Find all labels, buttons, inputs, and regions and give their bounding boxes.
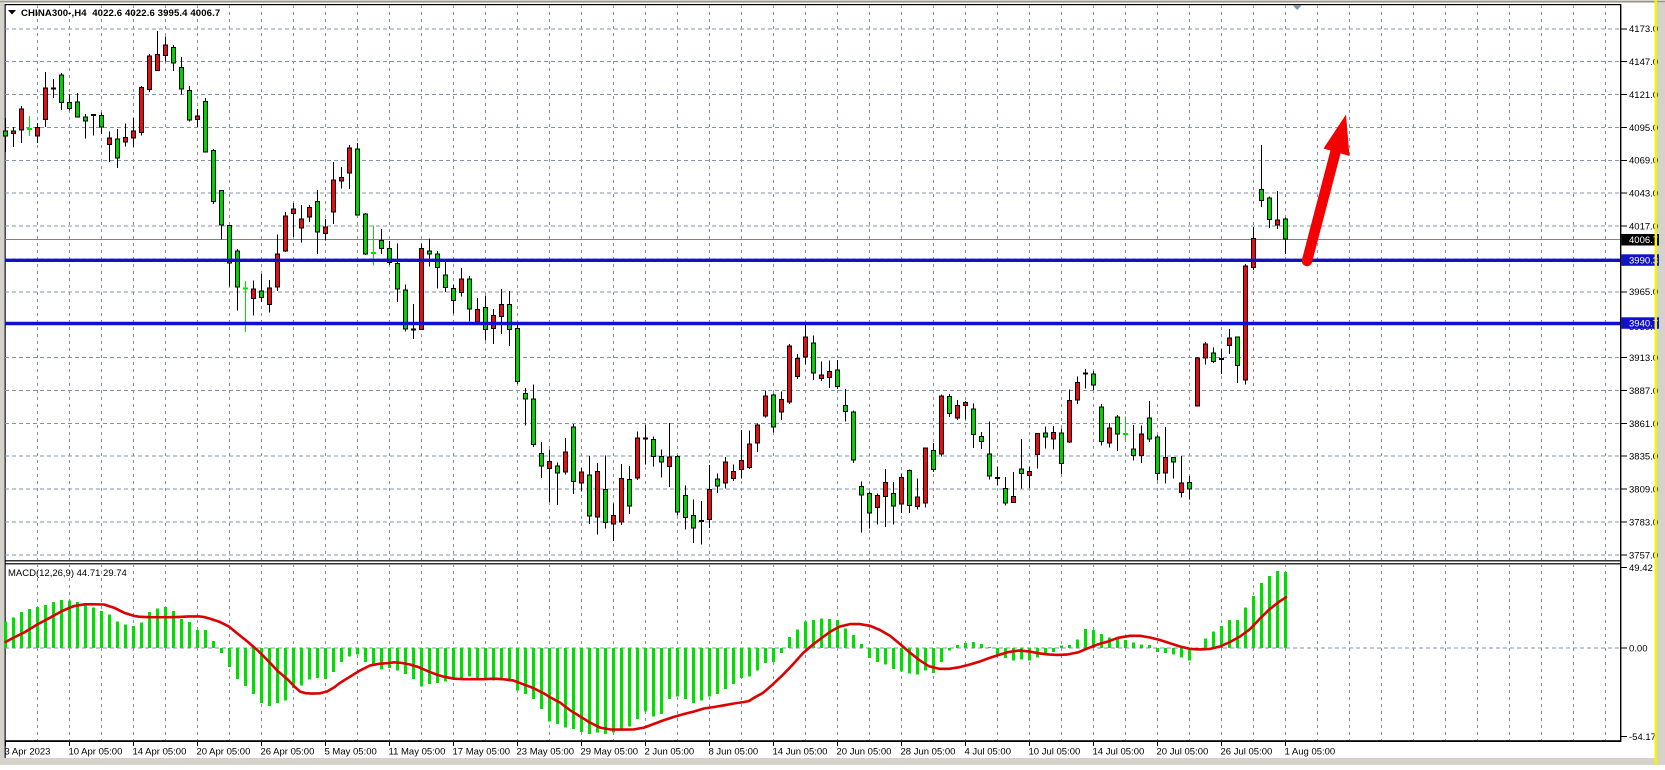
svg-text:3965.0: 3965.0: [1629, 287, 1658, 298]
svg-text:4006.7: 4006.7: [1629, 235, 1658, 246]
svg-text:20 Apr 05:00: 20 Apr 05:00: [197, 747, 251, 758]
svg-text:MACD(12,26,9) 44.71 29.74: MACD(12,26,9) 44.71 29.74: [8, 568, 127, 579]
svg-text:4173.0: 4173.0: [1629, 24, 1658, 35]
svg-text:8 Jun 05:00: 8 Jun 05:00: [709, 747, 759, 758]
svg-text:0.00: 0.00: [1629, 643, 1648, 654]
svg-text:3757.0: 3757.0: [1629, 550, 1658, 561]
svg-text:3913.0: 3913.0: [1629, 353, 1658, 364]
svg-text:1 Aug 05:00: 1 Aug 05:00: [1285, 747, 1336, 758]
svg-text:23 May 05:00: 23 May 05:00: [517, 747, 575, 758]
svg-text:4 Jul 05:00: 4 Jul 05:00: [965, 747, 1011, 758]
svg-text:3783.0: 3783.0: [1629, 517, 1658, 528]
svg-text:4017.0: 4017.0: [1629, 222, 1658, 233]
svg-text:3809.0: 3809.0: [1629, 485, 1658, 496]
svg-text:3861.0: 3861.0: [1629, 419, 1658, 430]
svg-text:3940.7: 3940.7: [1629, 319, 1658, 330]
svg-text:3887.0: 3887.0: [1629, 386, 1658, 397]
svg-text:4121.0: 4121.0: [1629, 90, 1658, 101]
svg-text:4095.0: 4095.0: [1629, 123, 1658, 134]
svg-text:3835.0: 3835.0: [1629, 452, 1658, 463]
svg-text:20 Jul 05:00: 20 Jul 05:00: [1157, 747, 1209, 758]
svg-text:17 May 05:00: 17 May 05:00: [453, 747, 511, 758]
svg-text:20 Jun 05:00: 20 Jun 05:00: [837, 747, 892, 758]
svg-text:2 Jun 05:00: 2 Jun 05:00: [645, 747, 695, 758]
svg-text:10 Jul 05:00: 10 Jul 05:00: [1029, 747, 1081, 758]
svg-text:4147.0: 4147.0: [1629, 57, 1658, 68]
svg-text:28 Jun 05:00: 28 Jun 05:00: [901, 747, 956, 758]
svg-text:14 Jul 05:00: 14 Jul 05:00: [1093, 747, 1145, 758]
svg-text:14 Jun 05:00: 14 Jun 05:00: [773, 747, 828, 758]
svg-text:14 Apr 05:00: 14 Apr 05:00: [133, 747, 187, 758]
svg-text:4069.0: 4069.0: [1629, 156, 1658, 167]
svg-text:49.42: 49.42: [1629, 563, 1653, 574]
svg-text:10 Apr 05:00: 10 Apr 05:00: [69, 747, 123, 758]
svg-text:4043.0: 4043.0: [1629, 189, 1658, 200]
svg-text:11 May 05:00: 11 May 05:00: [389, 747, 446, 758]
svg-text:29 May 05:00: 29 May 05:00: [581, 747, 639, 758]
svg-text:26 Jul 05:00: 26 Jul 05:00: [1221, 747, 1273, 758]
svg-text:3990.3: 3990.3: [1629, 256, 1658, 267]
svg-text:-54.17: -54.17: [1629, 732, 1656, 743]
svg-text:5 May 05:00: 5 May 05:00: [325, 747, 377, 758]
svg-text:3 Apr 2023: 3 Apr 2023: [5, 747, 51, 758]
svg-text:CHINA300-,H4 4022.6 4022.6 39: CHINA300-,H4 4022.6 4022.6 3995.4 4006.7: [21, 8, 220, 19]
svg-text:26 Apr 05:00: 26 Apr 05:00: [261, 747, 315, 758]
